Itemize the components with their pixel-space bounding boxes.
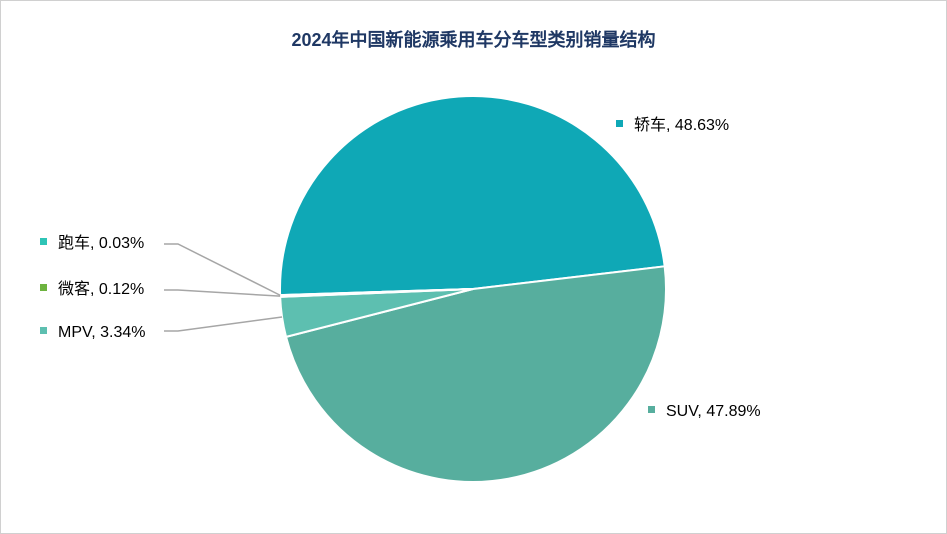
slice-label: 微客, 0.12%	[58, 280, 144, 298]
legend-marker	[648, 406, 655, 413]
slice-label: SUV, 47.89%	[666, 403, 761, 420]
legend-marker	[616, 120, 623, 127]
chart-title: 2024年中国新能源乘用车分车型类别销量结构	[291, 30, 656, 50]
slice-label: MPV, 3.34%	[58, 324, 145, 341]
leader-line	[164, 316, 283, 332]
legend-marker	[40, 284, 47, 291]
legend-marker	[40, 238, 47, 245]
leader-line	[164, 289, 281, 297]
slice-label: 跑车, 0.03%	[58, 234, 144, 252]
leader-line	[164, 243, 281, 296]
slice-label: 轿车, 48.63%	[634, 116, 729, 134]
pie-slice	[284, 265, 667, 483]
pie-slice	[279, 95, 666, 297]
legend-marker	[40, 327, 47, 334]
